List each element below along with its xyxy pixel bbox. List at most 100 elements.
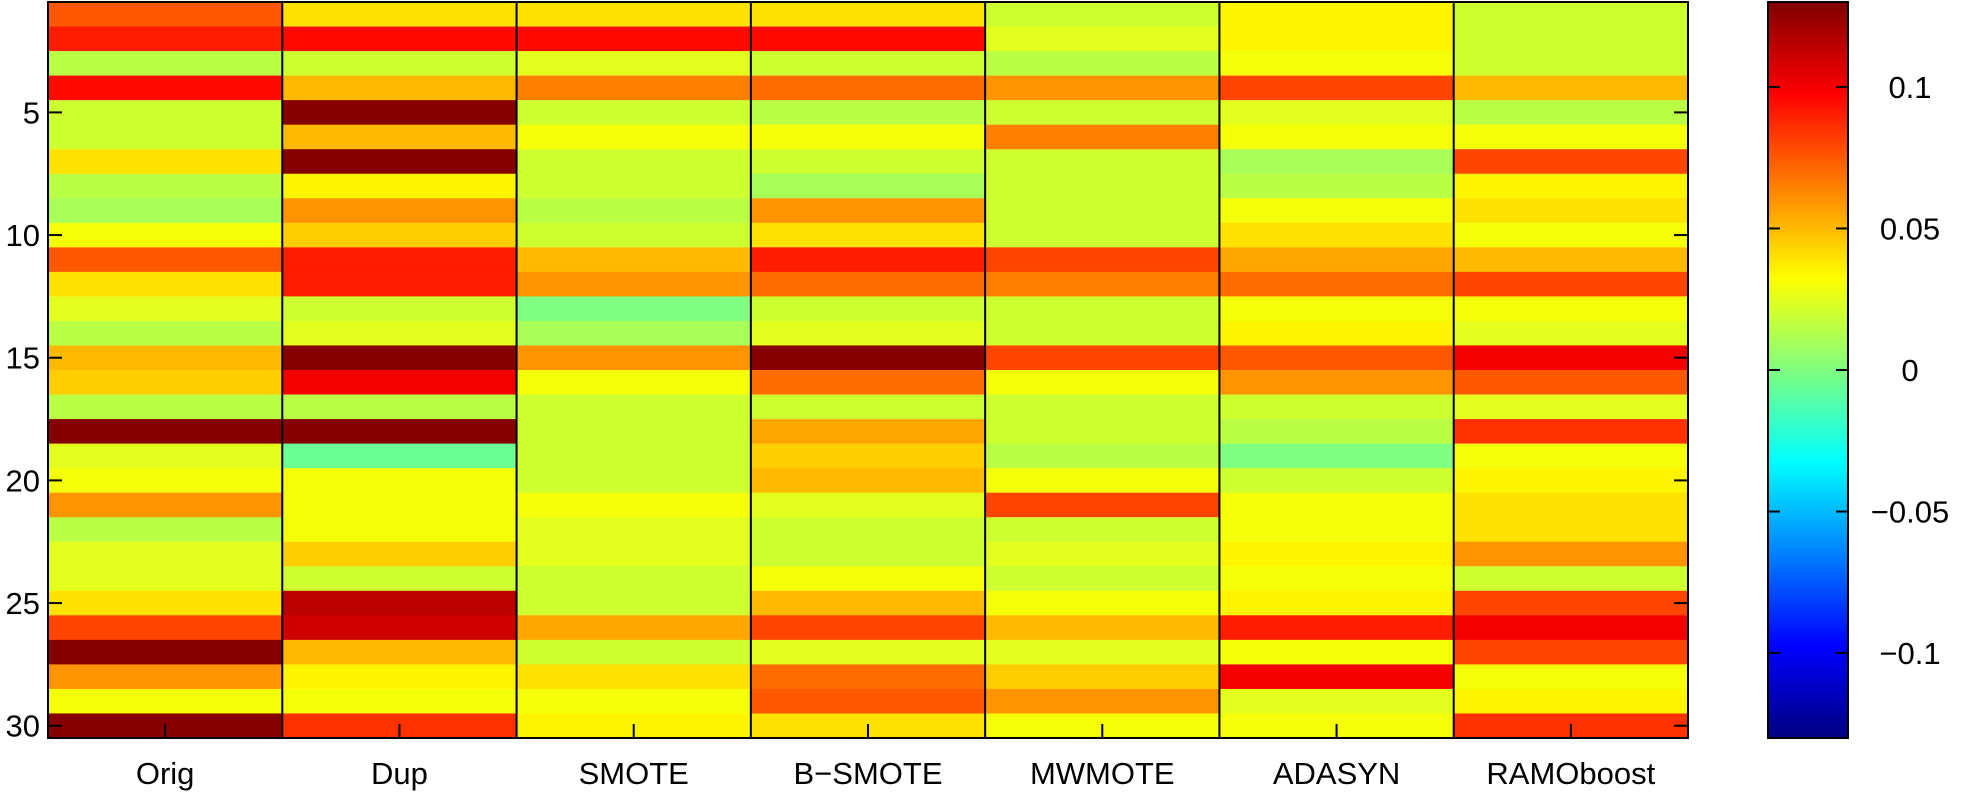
heatmap-cell	[516, 2, 752, 28]
heatmap-cell	[750, 75, 986, 101]
heatmap-cell	[985, 443, 1221, 469]
heatmap-cell	[48, 124, 283, 150]
heatmap-cell	[750, 100, 986, 126]
heatmap-cell	[48, 639, 283, 665]
y-tick-label: 30	[6, 709, 40, 744]
heatmap-cell	[1453, 124, 1689, 150]
heatmap-cell	[1453, 222, 1689, 248]
colorbar-tick-label: −0.1	[1879, 636, 1940, 671]
colorbar-gradient	[1768, 2, 1848, 738]
heatmap-cell	[1219, 566, 1455, 592]
heatmap-cell	[516, 271, 752, 297]
heatmap-cell	[516, 394, 752, 420]
heatmap-cell	[282, 320, 518, 347]
heatmap-cell	[48, 492, 283, 518]
heatmap-cell	[516, 173, 752, 199]
heatmap-cell	[750, 639, 986, 665]
heatmap-cell	[1453, 296, 1689, 322]
heatmap-cell	[48, 468, 283, 494]
heatmap-cell	[1219, 124, 1455, 150]
heatmap-cell	[1219, 100, 1455, 126]
heatmap-cell	[985, 198, 1221, 224]
heatmap-cell	[985, 615, 1221, 641]
heatmap-cell	[516, 639, 752, 665]
heatmap-cell	[282, 664, 518, 690]
heatmap-cell	[516, 443, 752, 469]
heatmap-cell	[750, 247, 986, 273]
heatmap-cell	[516, 492, 752, 518]
heatmap-cell	[516, 26, 752, 52]
heatmap-cell	[1219, 271, 1455, 297]
heatmap-cell	[516, 688, 752, 715]
column-separators	[281, 2, 1455, 738]
heatmap-cell	[282, 198, 518, 224]
heatmap-cell	[985, 271, 1221, 297]
heatmap-cell	[750, 517, 986, 543]
heatmap-cell	[1453, 370, 1689, 396]
heatmap-cell	[516, 320, 752, 347]
heatmap-cell	[48, 198, 283, 224]
x-tick-label: ADASYN	[1273, 756, 1400, 791]
heatmap-cell	[1219, 320, 1455, 347]
heatmap-cell	[985, 468, 1221, 494]
heatmap-cell	[48, 443, 283, 469]
heatmap-cell	[1219, 517, 1455, 543]
heatmap-cell	[282, 100, 518, 126]
heatmap-cell	[750, 664, 986, 690]
heatmap-cell	[282, 75, 518, 101]
x-tick-label: MWMOTE	[1030, 756, 1175, 791]
heatmap-cell	[516, 124, 752, 150]
heatmap-cell	[282, 124, 518, 150]
heatmap-cell	[516, 566, 752, 592]
heatmap-cell	[48, 173, 283, 199]
colorbar-tick-label: 0.05	[1880, 211, 1940, 246]
heatmap-cell	[1453, 51, 1689, 77]
heatmap-cell	[282, 296, 518, 322]
heatmap-cell	[750, 51, 986, 77]
heatmap-cell	[985, 566, 1221, 592]
heatmap-cell	[1219, 75, 1455, 101]
heatmap-cell	[516, 222, 752, 248]
heatmap-cell	[48, 271, 283, 297]
heatmap-cell	[48, 419, 283, 445]
colorbar-ticks: 0.1 0.05 0 −0.05 −0.1	[1768, 70, 1949, 671]
heatmap-cell	[985, 75, 1221, 101]
heatmap-cell	[48, 26, 283, 52]
heatmap-cell	[282, 222, 518, 248]
heatmap-cell	[985, 2, 1221, 28]
heatmap-cell	[516, 517, 752, 543]
heatmap-cell	[1219, 443, 1455, 469]
heatmap-cell	[48, 541, 283, 567]
heatmap-cell	[282, 517, 518, 543]
heatmap-cell	[750, 615, 986, 641]
heatmap-cell	[516, 51, 752, 77]
heatmap-cell	[1453, 468, 1689, 494]
heatmap-cell	[48, 51, 283, 77]
heatmap-cell	[1453, 541, 1689, 567]
heatmap-cell	[1219, 541, 1455, 567]
heatmap-cell	[48, 370, 283, 396]
heatmap-cell	[750, 124, 986, 150]
heatmap-cells	[48, 2, 1689, 739]
heatmap-cell	[1453, 100, 1689, 126]
heatmap-cell	[282, 271, 518, 297]
heatmap-cell	[750, 222, 986, 248]
heatmap-cell	[516, 664, 752, 690]
heatmap-cell	[282, 2, 518, 28]
heatmap-cell	[1453, 149, 1689, 175]
heatmap-cell	[48, 2, 283, 28]
heatmap-cell	[750, 566, 986, 592]
heatmap-cell	[516, 75, 752, 101]
heatmap-cell	[1453, 320, 1689, 347]
heatmap-cell	[1219, 51, 1455, 77]
heatmap-cell	[516, 419, 752, 445]
heatmap-cell	[1453, 2, 1689, 28]
heatmap-cell	[750, 688, 986, 715]
x-tick-label: Dup	[371, 756, 428, 791]
heatmap-cell	[516, 468, 752, 494]
heatmap-cell	[1453, 517, 1689, 543]
heatmap-cell	[1219, 296, 1455, 322]
heatmap-cell	[48, 247, 283, 273]
heatmap-cell	[1453, 615, 1689, 641]
